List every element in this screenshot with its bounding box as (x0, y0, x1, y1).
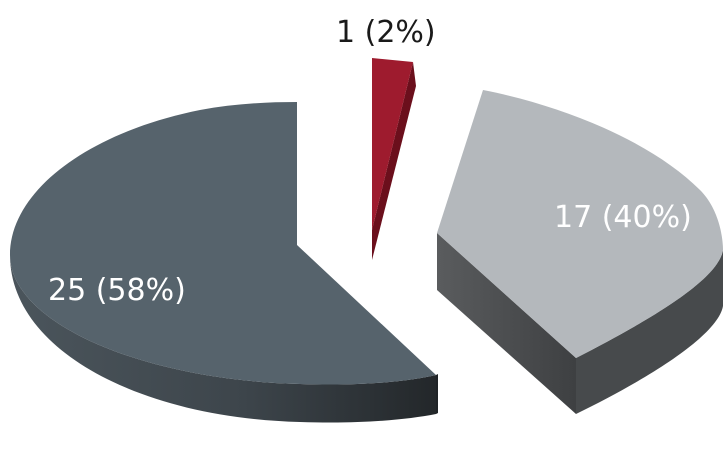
slice-label-17: 17 (40%) (554, 200, 692, 235)
slice-label-1: 1 (2%) (336, 15, 436, 50)
pie-slice-1 (372, 58, 416, 260)
pie-slice-25-front-edge (436, 374, 438, 414)
pie-slice-17 (437, 90, 723, 414)
slice-label-25: 25 (58%) (48, 273, 186, 308)
